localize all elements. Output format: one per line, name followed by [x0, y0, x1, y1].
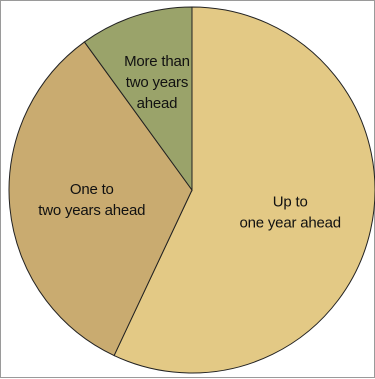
- slice-label-line: ahead: [137, 95, 178, 112]
- slice-label-line: two years: [126, 74, 188, 91]
- labels-layer: Up to one year ahead One to two years ahead…: [38, 53, 341, 231]
- slices-layer: [8, 6, 375, 374]
- pie-slice-1: [113, 6, 375, 374]
- pie-slice-3: [83, 6, 193, 192]
- slice-label-2: One to two years ahead: [38, 181, 145, 219]
- pie-slice-2: [8, 41, 193, 357]
- slice-label-line: One to: [70, 181, 114, 198]
- slice-label-line: one year ahead: [239, 214, 340, 231]
- slice-label-3: More than two years ahead: [124, 53, 190, 112]
- slice-label-line: two years ahead: [38, 202, 145, 219]
- slice-label-line: More than: [124, 53, 190, 70]
- slice-label-1: Up to one year ahead: [239, 193, 340, 231]
- slice-label-line: Up to: [273, 193, 308, 210]
